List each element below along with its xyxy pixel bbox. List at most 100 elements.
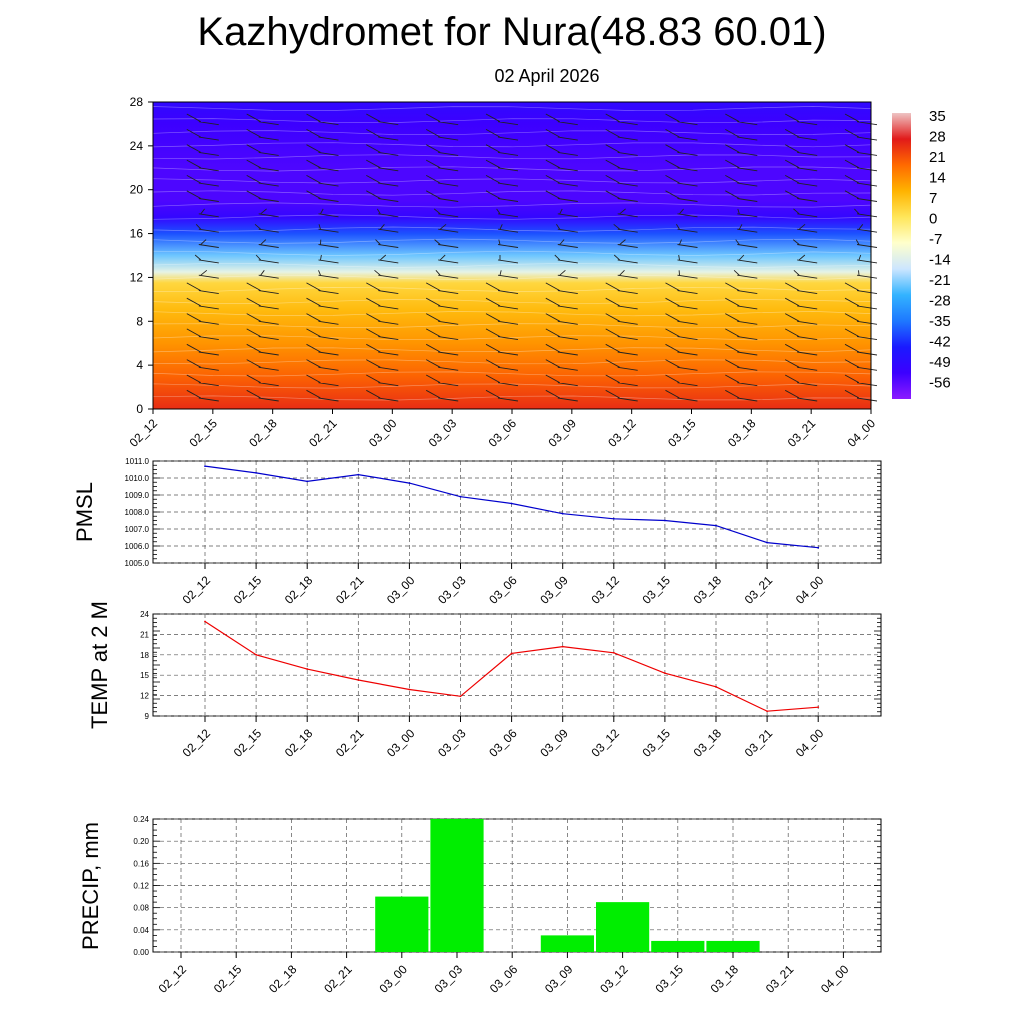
pmsl-point (817, 546, 820, 549)
isotherm-line (152, 178, 872, 184)
y-tick-label: 0.00 (133, 948, 149, 957)
isotherm-line (152, 106, 872, 111)
pmsl-point (766, 541, 768, 544)
colorbar-label: 35 (929, 108, 946, 125)
y-tick-label: 1005.0 (125, 559, 150, 568)
y-axis-label: PMSL (72, 482, 97, 542)
x-tick-label: 04_00 (818, 962, 852, 996)
wind-barb-column (306, 113, 339, 402)
pmsl-point (459, 495, 462, 498)
x-tick-label: 03_09 (537, 726, 571, 760)
colorbar-label: 14 (929, 170, 946, 187)
isotherm-line (152, 250, 872, 256)
x-tick-label: 03_15 (640, 726, 674, 760)
x-tick-label: 03_00 (376, 962, 410, 996)
y-tick-label: 18 (140, 651, 149, 660)
panel-frame (152, 613, 882, 717)
y-tick-label: 0.12 (133, 882, 149, 891)
x-tick-label: 03_21 (742, 726, 776, 760)
x-tick-label: 04_00 (793, 573, 827, 607)
temp-2m-point (766, 710, 768, 713)
colorbar-label: 21 (929, 149, 946, 166)
x-tick-label: 03_15 (640, 573, 674, 607)
x-tick-label: 03_00 (366, 416, 400, 450)
y-tick-label: 16 (130, 227, 144, 241)
colorbar-label: -42 (929, 334, 951, 351)
x-tick-label: 03_03 (426, 416, 460, 450)
wind-barb-column (366, 113, 399, 402)
colorbar-labels: 35 28 21 14 7 0 -7 -14 -21 -28 -35 -42 -49 -56 (929, 108, 951, 392)
temp-2m-point (306, 668, 309, 670)
y-tick-label: 0.08 (133, 904, 149, 913)
wind-barb-column (665, 113, 698, 402)
x-tick-label: 03_12 (597, 962, 631, 996)
colorbar-label: -7 (929, 231, 942, 248)
colorbar-label: 28 (929, 129, 946, 146)
temp-2m-point (561, 645, 564, 648)
isotherm-line (152, 226, 872, 232)
isotherm-line (152, 238, 872, 244)
x-tick-label: 03_06 (486, 573, 520, 607)
y-tick-label: 1009.0 (125, 491, 150, 500)
x-tick-label: 03_12 (588, 573, 622, 607)
isotherm-line (152, 299, 872, 305)
x-tick-label: 02_15 (211, 962, 245, 996)
x-tick-label: 02_15 (186, 416, 220, 450)
chart-title: Kazhydromet for Nura(48.83 60.01) (197, 10, 827, 54)
y-tick-label: 1011.0 (125, 457, 149, 466)
colorbar-label: -49 (929, 354, 951, 371)
x-tick-label: 02_18 (282, 726, 316, 760)
x-tick-label: 03_12 (588, 726, 622, 760)
x-tick-label: 02_12 (180, 726, 214, 760)
y-tick-label: 15 (140, 671, 149, 680)
y-tick-label: 9 (145, 712, 150, 721)
cross-section-x-axis: 02_12 02_15 02_18 02_21 03_00 03_03 03_06 03_09… (127, 409, 879, 450)
chart-subtitle: 02 April 2026 (494, 66, 600, 86)
pmsl-point (255, 472, 257, 474)
x-tick-label: 04_00 (845, 416, 879, 450)
isotherm-line (152, 130, 872, 136)
temp-2m-point (204, 620, 206, 623)
colorbar-label: -14 (929, 252, 951, 269)
wind-barb-column (186, 113, 219, 402)
temp-2m-point (664, 672, 666, 675)
wind-barb-column (784, 113, 818, 402)
y-tick-label: 0.16 (133, 859, 149, 868)
temp-2m-point (510, 652, 513, 655)
isotherm-lines (152, 106, 872, 401)
isotherm-line (152, 311, 872, 317)
isotherm-line (152, 154, 872, 160)
temp-2m-point (715, 685, 717, 688)
isotherm-line (152, 395, 872, 401)
isotherm-line (152, 142, 872, 148)
x-tick-label: 03_03 (435, 726, 469, 760)
y-tick-label: 0 (136, 402, 143, 416)
pmsl-point (408, 482, 411, 484)
isotherm-line (152, 274, 872, 280)
y-tick-label: 0.20 (133, 837, 149, 846)
y-tick-label: 4 (136, 358, 143, 372)
colorbar-label: 7 (929, 190, 937, 207)
colorbar-label: 0 (929, 211, 937, 228)
y-tick-label: 0.24 (133, 815, 149, 824)
x-tick-label: 03_09 (537, 573, 571, 607)
x-tick-label: 02_21 (333, 573, 367, 607)
temp-2m-point (357, 679, 360, 681)
x-tick-label: 03_00 (384, 573, 418, 607)
isotherm-line (152, 262, 872, 268)
isotherm-line (152, 202, 872, 208)
y-tick-label: 0.04 (133, 926, 149, 935)
wind-barb-column (545, 113, 578, 402)
x-tick-label: 03_03 (432, 962, 466, 996)
colorbar-label: -35 (929, 313, 951, 330)
precip-bar (706, 940, 760, 952)
x-tick-label: 02_21 (333, 726, 367, 760)
pmsl-point (715, 524, 717, 527)
x-tick-label: 03_18 (691, 573, 725, 607)
y-axis-label: TEMP at 2 M (87, 601, 112, 729)
isotherm-line (152, 371, 872, 377)
cross-section-y-axis: 0 4 8 12 16 20 24 28 (130, 95, 153, 416)
pmsl-panel: 1005.0 1006.0 1007.0 1008.0 1009.0 1010.0 1011… (72, 457, 882, 607)
x-tick-label: 04_00 (793, 726, 827, 760)
isotherm-line (152, 166, 872, 172)
